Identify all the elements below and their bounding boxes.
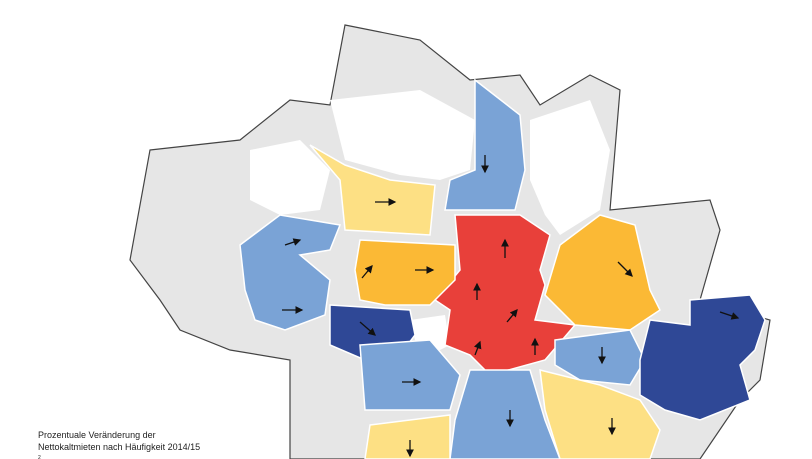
district-orange: [354, 239, 456, 306]
district-light-blue: [449, 369, 561, 459]
district-light-blue: [239, 214, 342, 331]
white-area: [250, 140, 330, 215]
district-orange: [544, 214, 661, 331]
district-light-yellow: [364, 414, 451, 459]
trend-arrow: [284, 238, 302, 246]
trend-arrow: [617, 261, 633, 277]
trend-arrow: [474, 340, 482, 356]
trend-arrow: [359, 321, 376, 336]
white-area: [530, 100, 610, 235]
district-red: [433, 214, 577, 376]
district-light-yellow: [309, 144, 436, 236]
district-light-blue: [359, 339, 461, 411]
white-area: [330, 90, 475, 180]
district-light-blue: [444, 78, 526, 211]
page-number: 2: [38, 455, 41, 459]
trend-arrow: [719, 311, 740, 320]
caption-line: Prozentuale Veränderung der: [38, 430, 156, 440]
district-light-yellow: [539, 369, 661, 459]
trend-arrow: [506, 309, 518, 323]
trend-arrow: [361, 265, 373, 279]
district-dark-blue: [639, 294, 766, 421]
caption-line: Nettokaltmieten nach Häufigkeit 2014/15: [38, 442, 200, 452]
